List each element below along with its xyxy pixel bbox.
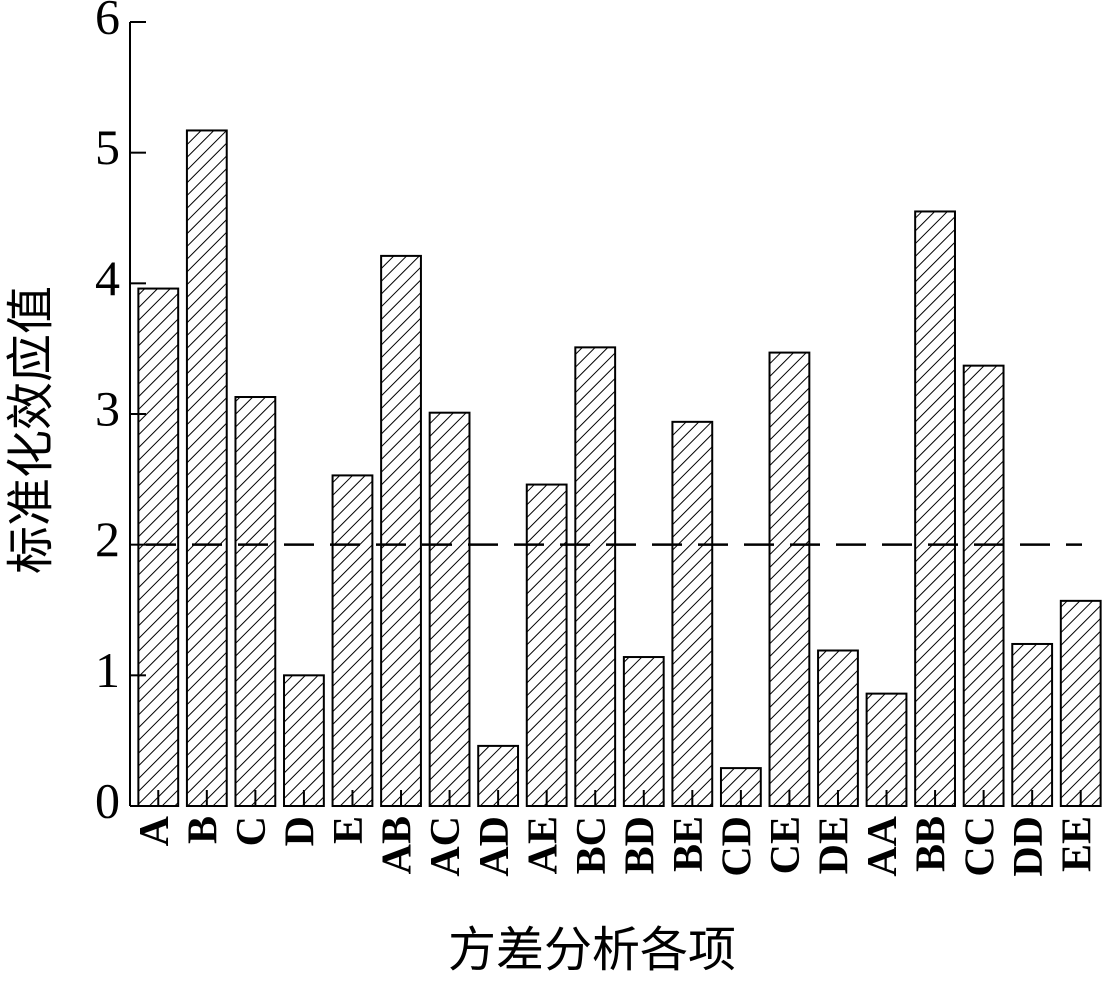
y-tick-label: 5 [95, 119, 120, 175]
bar [137, 287, 180, 807]
x-tick-label: BC [569, 816, 615, 874]
x-axis-label: 方差分析各项 [448, 924, 736, 977]
y-tick-label: 3 [95, 380, 120, 436]
x-tick-label: AC [423, 816, 469, 877]
x-tick-label: CD [715, 816, 761, 877]
bar [234, 396, 277, 807]
x-tick-label: B [180, 816, 226, 844]
y-tick-label: 1 [95, 642, 120, 698]
x-tick-label: CC [957, 816, 1003, 877]
y-tick-label: 2 [95, 511, 120, 567]
bar [525, 483, 568, 807]
bar [671, 420, 714, 807]
x-tick-label: DD [1006, 816, 1052, 877]
bar [622, 656, 665, 807]
bar [1059, 599, 1102, 807]
bar [962, 364, 1005, 807]
bar [380, 254, 422, 808]
bar [185, 129, 228, 808]
y-axis-label: 标准化效应值 [5, 286, 58, 574]
y-tick-label: 0 [95, 772, 120, 828]
bar [1011, 642, 1054, 807]
bar [574, 346, 617, 807]
y-tick-label: 4 [95, 250, 120, 306]
bar [865, 692, 908, 807]
bar [283, 674, 325, 807]
x-tick-label: E [326, 816, 372, 844]
x-tick-label: C [229, 816, 275, 846]
x-tick-label: EE [1054, 816, 1100, 872]
bar [914, 210, 956, 807]
bar [768, 351, 811, 807]
x-tick-label: CE [763, 816, 809, 874]
x-tick-label: A [132, 815, 178, 846]
x-tick-label: AB [375, 816, 421, 874]
x-tick-label: DE [812, 816, 858, 874]
x-tick-label: D [278, 816, 324, 846]
x-tick-label: AE [520, 816, 566, 874]
x-tick-label: AA [860, 815, 906, 876]
bar [817, 649, 859, 807]
x-tick-label: BD [617, 816, 663, 874]
bar [331, 474, 374, 807]
x-tick-label: AD [472, 816, 518, 877]
y-tick-label: 6 [95, 0, 120, 44]
x-tick-label: BB [909, 816, 955, 872]
bar [428, 411, 471, 807]
x-tick-label: BE [666, 816, 712, 872]
